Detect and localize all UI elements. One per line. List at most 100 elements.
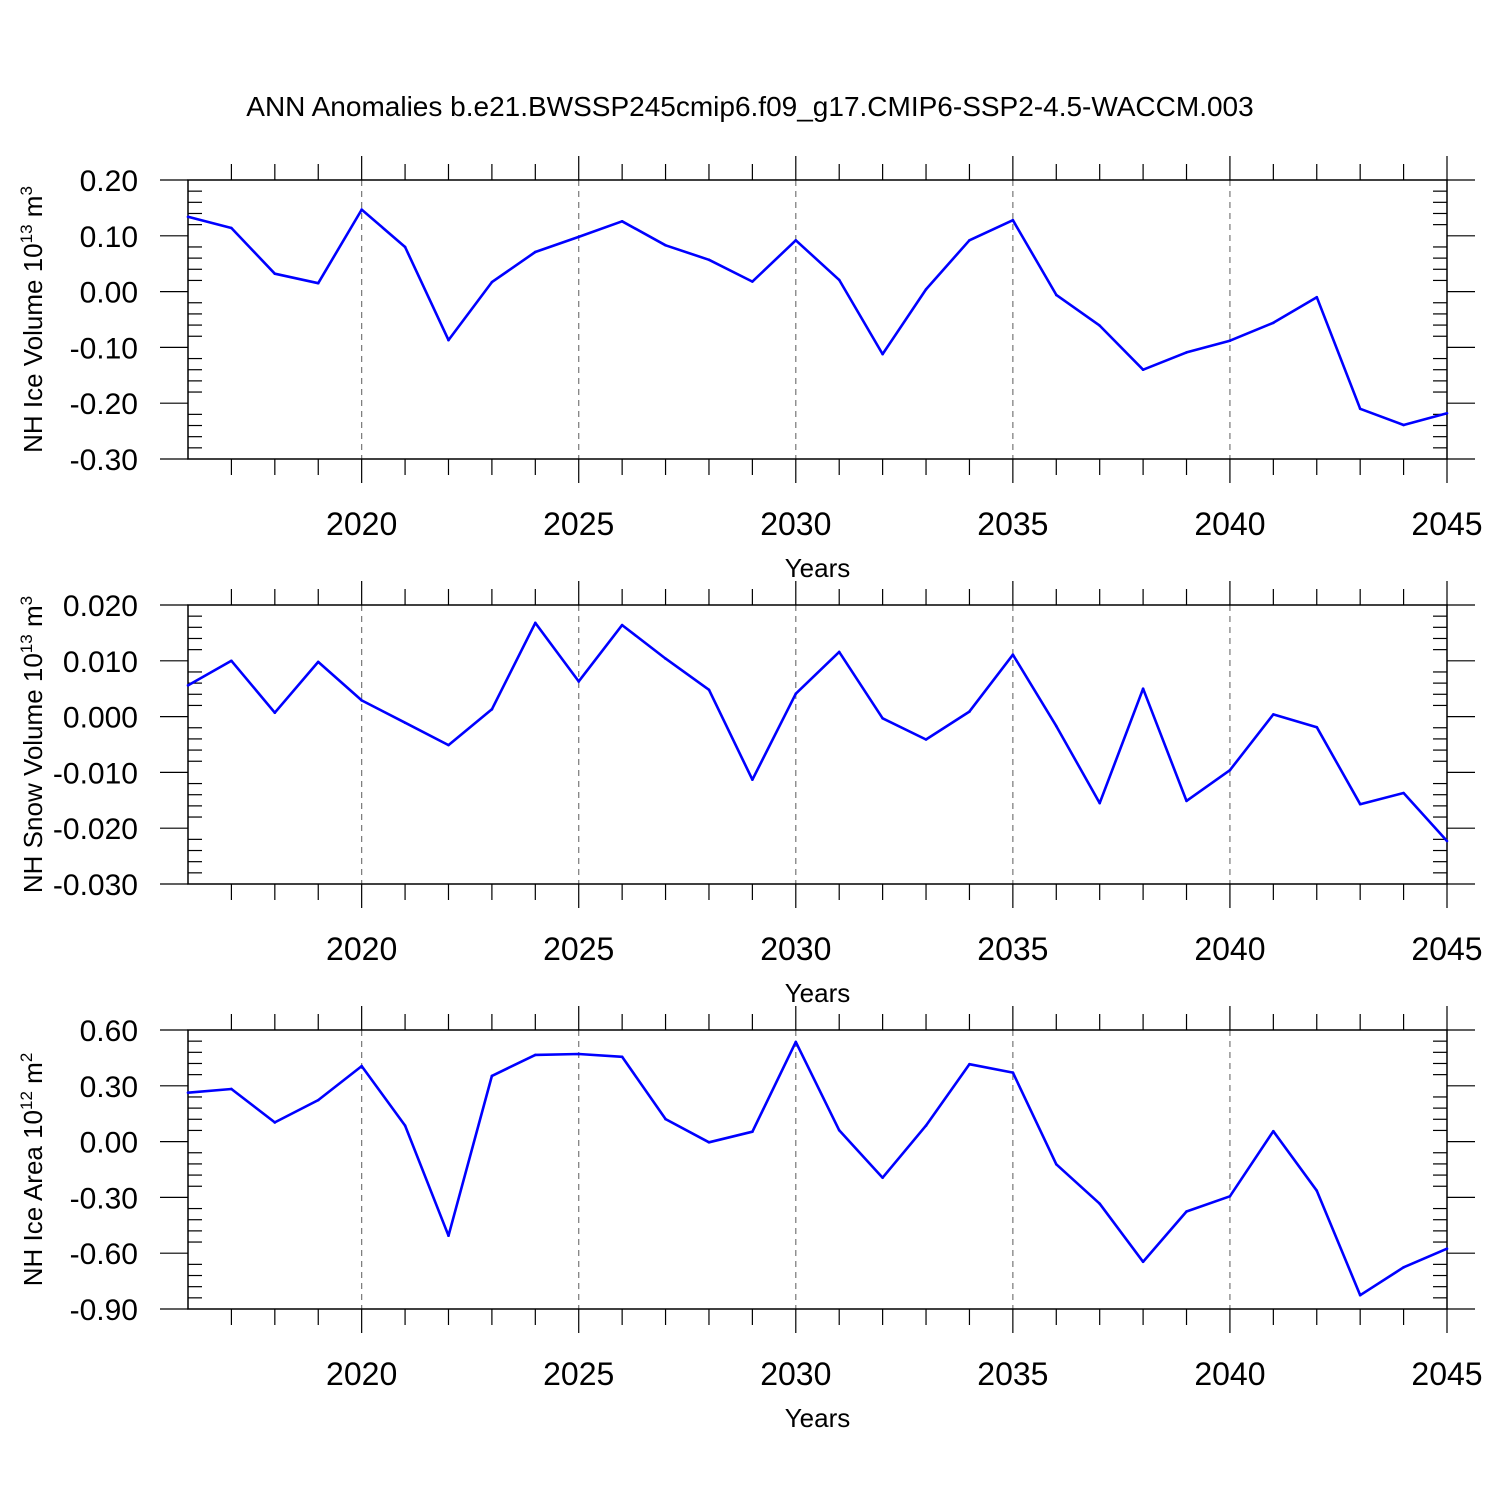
data-point — [534, 621, 537, 625]
data-point — [1185, 799, 1188, 803]
data-point — [403, 245, 407, 249]
y-tick-label: 0.60 — [80, 1015, 138, 1048]
data-point — [186, 684, 190, 687]
data-point — [490, 1074, 494, 1078]
data-point — [360, 699, 363, 702]
data-point — [751, 778, 754, 781]
y-tick-label: -0.10 — [70, 332, 138, 365]
x-tick-label: 2040 — [1194, 506, 1265, 542]
plot-frame — [187, 604, 1448, 885]
y-tick-label: 0.000 — [63, 702, 138, 735]
x-tick-label: 2025 — [543, 931, 614, 967]
data-point — [230, 226, 233, 230]
data-point — [620, 1055, 624, 1059]
x-tick-label: 2020 — [326, 1356, 397, 1392]
data-point — [794, 692, 798, 696]
y-axis-label: NH Snow Volume 1013 m3 — [17, 596, 48, 893]
data-point — [577, 680, 581, 683]
data-point — [577, 1052, 581, 1056]
x-tick-label: 2030 — [760, 1356, 831, 1392]
data-point — [1402, 791, 1405, 795]
x-axis-label: Years — [785, 978, 851, 1008]
data-point — [1358, 407, 1362, 411]
x-tick-label: 2020 — [326, 506, 397, 542]
plot-frame — [187, 179, 1448, 460]
data-point — [360, 208, 363, 211]
data-point — [620, 623, 624, 627]
data-point — [794, 1040, 798, 1044]
y-tick-label: -0.30 — [70, 444, 138, 477]
data-point — [186, 1091, 190, 1094]
data-point — [1315, 1189, 1319, 1193]
x-tick-label: 2025 — [543, 506, 614, 542]
data-point — [273, 272, 277, 276]
y-tick-label: 0.00 — [80, 1127, 138, 1160]
data-point — [1185, 351, 1188, 354]
y-tick-label: -0.20 — [70, 388, 138, 421]
x-tick-label: 2045 — [1411, 506, 1482, 542]
y-tick-label: -0.010 — [53, 757, 138, 790]
series-line-ice-volume — [187, 208, 1448, 427]
x-tick-label: 2040 — [1194, 931, 1265, 967]
data-point — [1228, 768, 1232, 772]
panels: 0.20 0.10 0.00 -0.10 -0.20 -0.30 2020 2025 2030 2… — [17, 156, 1483, 1433]
data-point — [1272, 321, 1275, 325]
data-point — [1402, 1266, 1405, 1269]
data-point — [360, 1064, 363, 1068]
data-point — [403, 1124, 407, 1127]
panel-snow-volume: 0.020 0.010 0.000 -0.010 -0.020 -0.030 2020 202… — [17, 581, 1483, 1008]
data-point — [1011, 653, 1015, 656]
series-line-snow-volume — [187, 621, 1448, 842]
data-point — [924, 738, 928, 741]
x-tick-label: 2035 — [977, 931, 1048, 967]
data-point — [837, 278, 841, 282]
data-point — [751, 1130, 754, 1134]
data-point — [534, 1053, 537, 1057]
data-point — [534, 250, 537, 254]
data-point — [447, 338, 450, 342]
data-point — [1358, 802, 1362, 806]
data-point — [1272, 713, 1275, 716]
data-point — [968, 238, 971, 242]
data-point — [1445, 411, 1449, 415]
y-tick-label: -0.030 — [53, 869, 138, 902]
x-tick-label: 2035 — [977, 1356, 1048, 1392]
data-point — [881, 716, 884, 720]
data-point — [1054, 724, 1058, 728]
data-point — [447, 1234, 450, 1238]
data-point — [186, 215, 190, 219]
data-point — [881, 1176, 884, 1179]
y-tick-label: -0.90 — [70, 1294, 138, 1327]
data-point — [664, 657, 667, 660]
data-point — [1141, 368, 1145, 372]
data-point — [230, 1087, 233, 1091]
data-point — [316, 281, 320, 285]
data-point — [620, 219, 624, 223]
plot-frame — [187, 1029, 1448, 1310]
x-tick-label: 2020 — [326, 931, 397, 967]
y-tick-label: 0.020 — [63, 590, 138, 623]
y-axis-label: NH Ice Area 1012 m2 — [17, 1053, 48, 1287]
x-tick-label: 2030 — [760, 931, 831, 967]
data-point — [1358, 1293, 1362, 1297]
data-point — [1098, 1202, 1101, 1206]
x-tick-label: 2040 — [1194, 1356, 1265, 1392]
data-point — [881, 352, 884, 356]
x-tick-label: 2035 — [977, 506, 1048, 542]
data-point — [1445, 839, 1449, 843]
x-tick-label: 2025 — [543, 1356, 614, 1392]
data-point — [664, 243, 667, 247]
y-tick-label: -0.30 — [70, 1182, 138, 1215]
x-axis-label: Years — [785, 1403, 851, 1433]
y-tick-label: 0.10 — [80, 221, 138, 254]
y-axis-label: NH Ice Volume 1013 m3 — [17, 186, 48, 453]
data-point — [1011, 218, 1015, 222]
data-point — [837, 1128, 841, 1132]
data-point — [577, 235, 581, 239]
data-point — [1054, 1162, 1058, 1166]
data-point — [490, 280, 494, 284]
data-point — [273, 1121, 277, 1124]
data-point — [273, 711, 277, 714]
x-tick-label: 2030 — [760, 506, 831, 542]
